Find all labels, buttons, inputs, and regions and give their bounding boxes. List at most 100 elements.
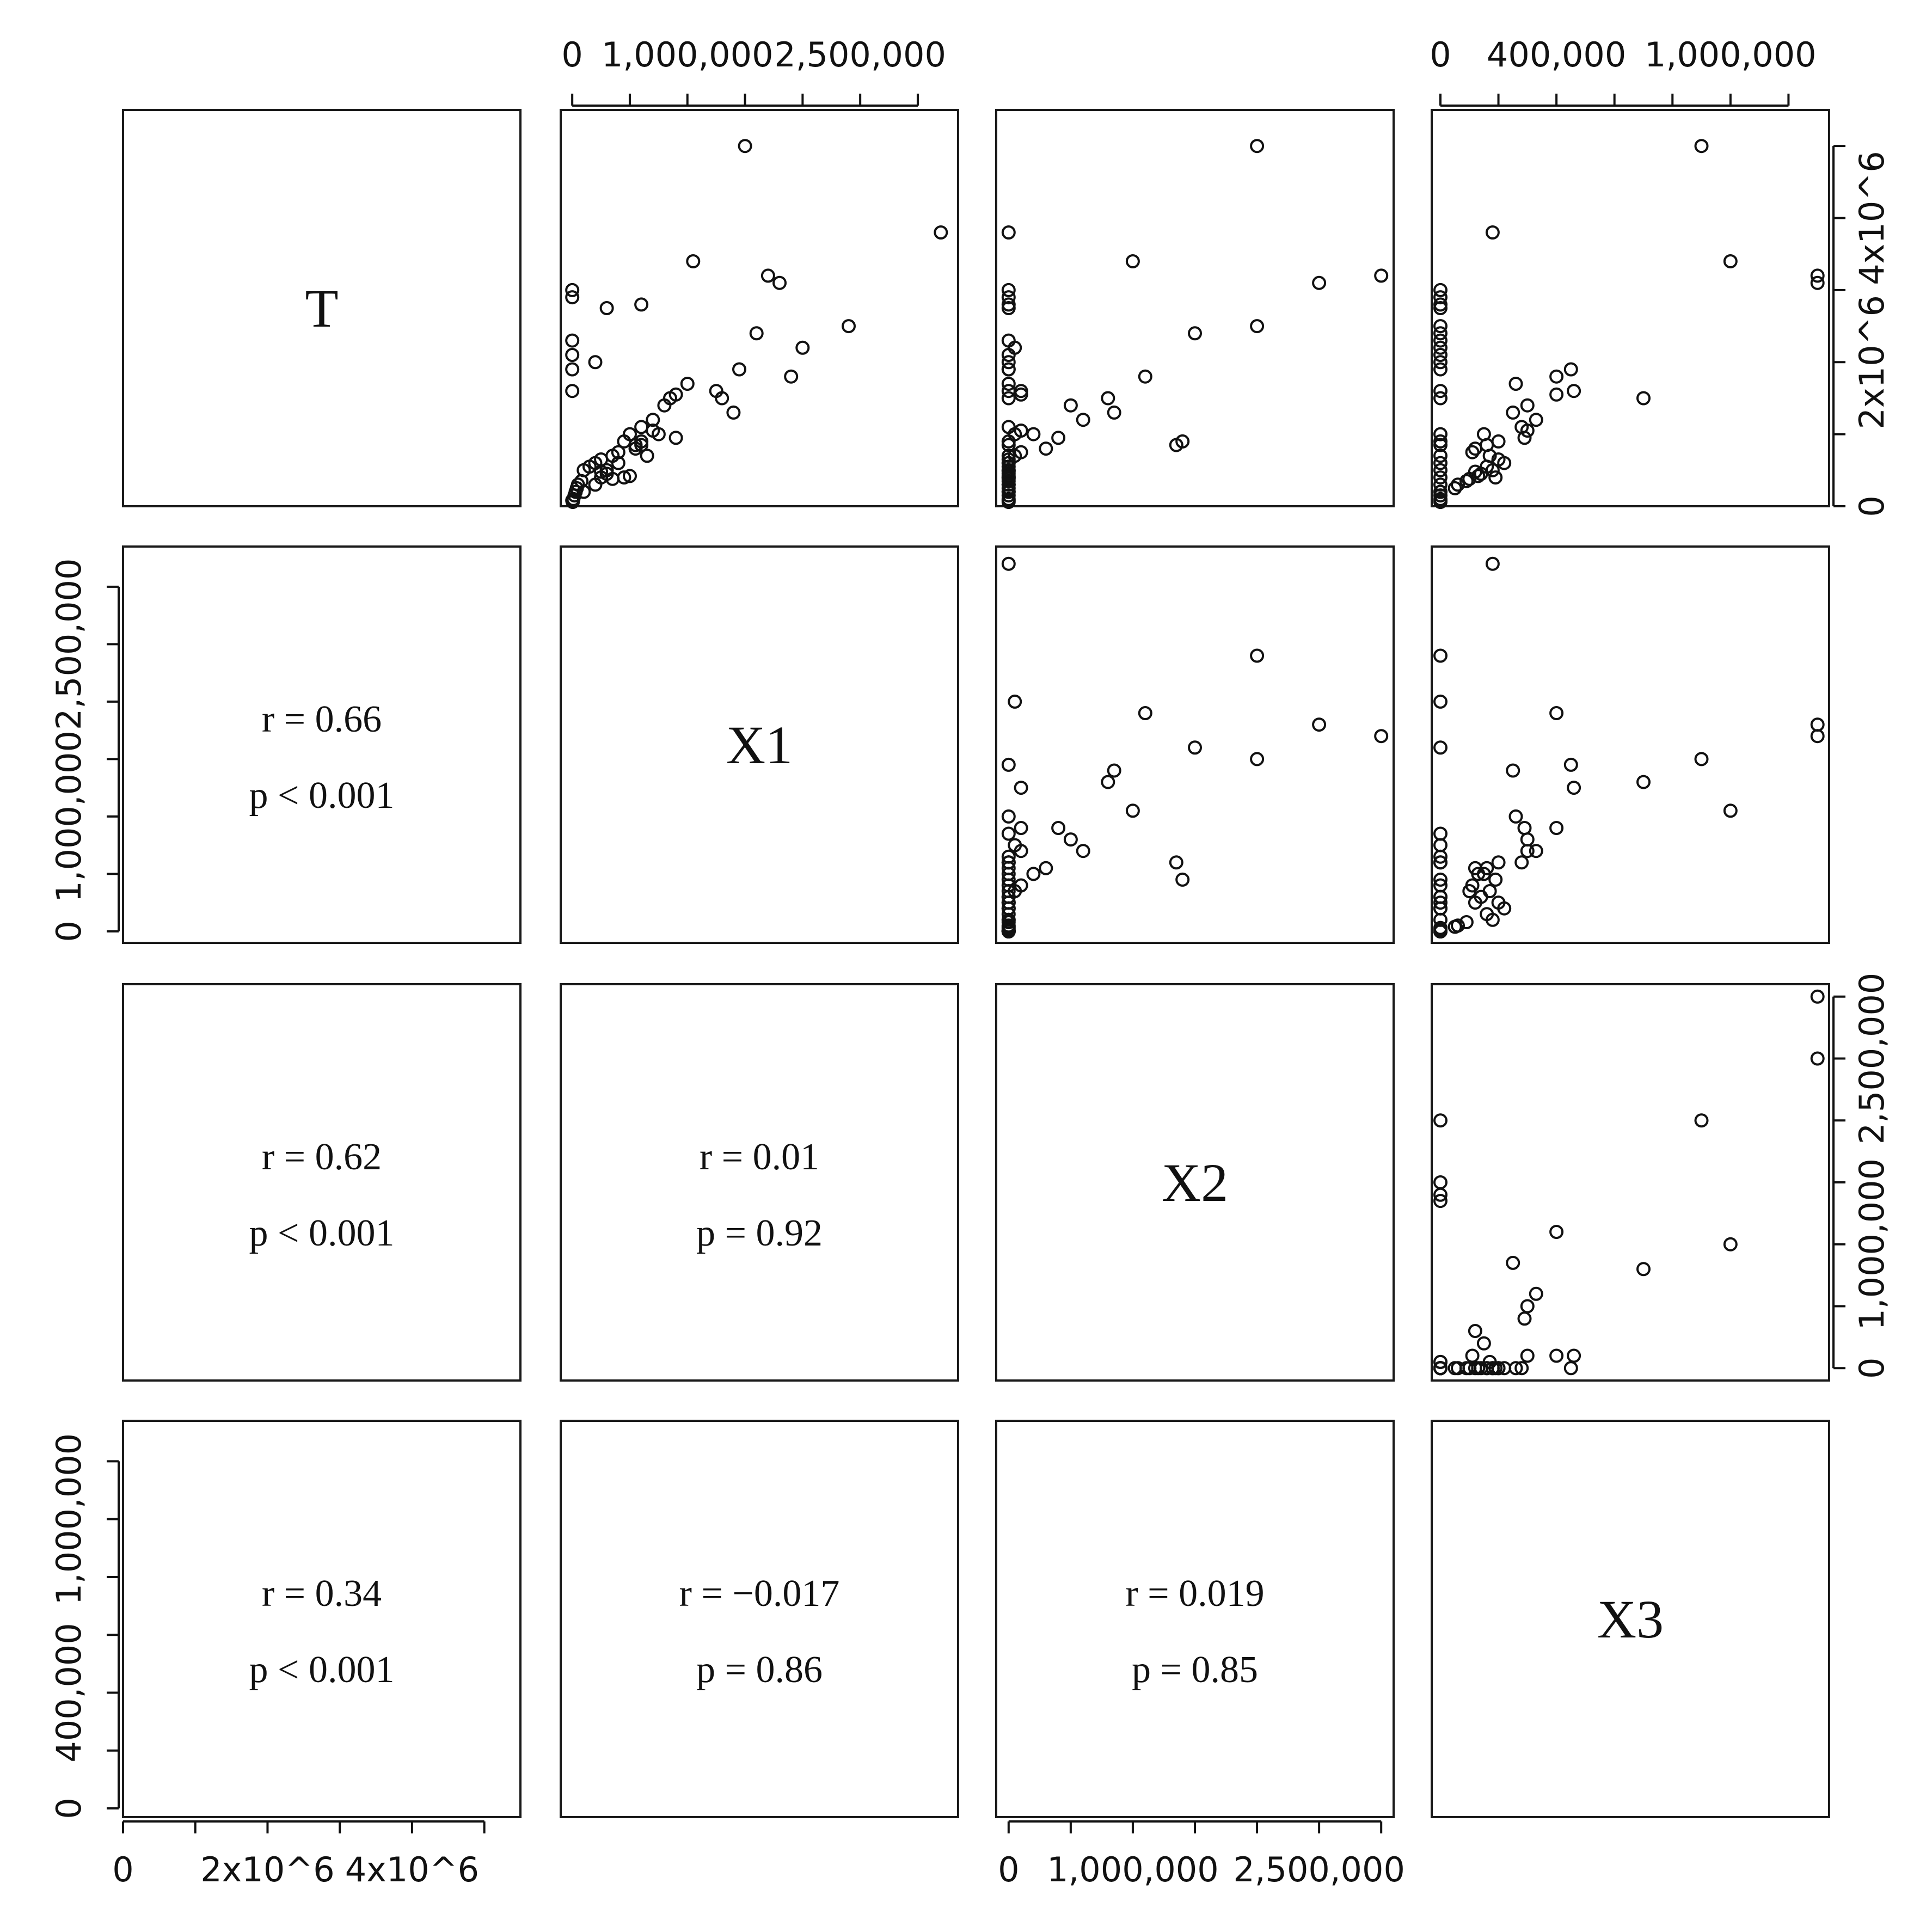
data-point: [1549, 706, 1564, 720]
data-point: [576, 484, 591, 499]
panel-x2-x3: [1431, 983, 1830, 1382]
data-point: [1433, 340, 1448, 355]
panel-t-x3: [1431, 109, 1830, 510]
panel-x3-x3: X3: [1431, 1420, 1830, 1818]
data-point: [1433, 1354, 1448, 1369]
panel-frame: [122, 1420, 522, 1818]
panel-frame: [122, 545, 522, 944]
data-point: [1433, 427, 1448, 441]
tick-label: 2,500,000: [1852, 973, 1892, 1145]
data-point: [1549, 1225, 1564, 1239]
data-point: [1433, 484, 1448, 499]
tick-label: 1,000,000: [1047, 1850, 1219, 1889]
data-point: [1810, 989, 1825, 1004]
panel-x3-x2: [995, 1420, 1395, 1818]
data-point: [1001, 456, 1016, 470]
data-point: [1125, 254, 1140, 268]
data-point: [1107, 763, 1121, 778]
data-point: [1459, 474, 1474, 488]
data-point: [1433, 470, 1448, 485]
data-point: [1520, 424, 1535, 438]
data-point: [842, 319, 856, 334]
data-point: [1485, 225, 1500, 240]
data-point: [1549, 387, 1564, 402]
panel-x3-t: [122, 1420, 522, 1818]
x-axis-x3: 0 400,000 1,000,000: [1430, 35, 1817, 107]
data-point: [1549, 821, 1564, 835]
data-point: [1433, 456, 1448, 470]
data-point: [1076, 844, 1090, 858]
data-point: [772, 275, 787, 290]
data-point: [1051, 821, 1066, 835]
data-point: [1462, 471, 1477, 486]
tick-label: 400,000: [49, 1623, 89, 1762]
data-point: [1063, 398, 1078, 413]
panel-frame: [1431, 983, 1830, 1382]
correlation-r: r = 0.34: [262, 1573, 382, 1615]
data-point: [784, 369, 799, 384]
data-point: [1491, 855, 1506, 870]
data-point: [1810, 275, 1825, 290]
data-point: [1433, 301, 1448, 315]
data-point: [1723, 254, 1738, 268]
data-point: [1433, 648, 1448, 663]
data-point: [1433, 872, 1448, 887]
data-point: [1485, 556, 1500, 571]
data-point: [1549, 369, 1564, 384]
data-point: [1374, 729, 1389, 744]
data-point: [1465, 445, 1480, 459]
data-point: [1517, 431, 1532, 445]
panel-frame: [560, 1420, 959, 1818]
data-point: [1508, 809, 1523, 824]
panel-frame: [995, 1420, 1395, 1818]
data-point: [795, 340, 810, 355]
tick-label: 0: [998, 1850, 1019, 1889]
data-point: [599, 301, 614, 315]
tick-label: 2x10^6: [1852, 295, 1892, 429]
data-point: [1514, 855, 1529, 870]
data-point: [1433, 384, 1448, 398]
data-point: [634, 438, 649, 452]
data-point: [1014, 781, 1028, 795]
tick-label: 0: [561, 35, 582, 75]
correlation-r: r = 0.66: [262, 698, 382, 740]
data-point: [1549, 1348, 1564, 1363]
data-point: [1188, 326, 1202, 341]
data-point: [715, 391, 729, 406]
data-point: [640, 449, 654, 463]
data-point: [1039, 441, 1053, 456]
tick-label: 0: [1430, 35, 1451, 75]
data-point: [1250, 319, 1265, 334]
data-point: [1433, 290, 1448, 305]
panel-frame: [995, 983, 1395, 1382]
data-point: [1471, 867, 1486, 881]
data-point: [1636, 775, 1651, 789]
data-point: [1508, 377, 1523, 391]
data-point: [1001, 924, 1016, 938]
data-point: [651, 427, 666, 441]
data-point: [1001, 283, 1016, 297]
data-point: [1433, 355, 1448, 370]
variable-name-x3: X3: [1597, 1589, 1664, 1649]
data-point: [1506, 763, 1520, 778]
data-point: [1497, 456, 1512, 470]
data-point: [1008, 694, 1022, 709]
tick-label: 1,000,000: [1852, 1158, 1892, 1330]
data-point: [1451, 477, 1465, 492]
panel-x3-x1: [560, 1420, 959, 1818]
correlation-r: r = 0.62: [262, 1136, 382, 1178]
data-point: [1517, 821, 1532, 835]
data-point: [1039, 861, 1053, 875]
data-point: [1433, 694, 1448, 709]
data-point: [1001, 895, 1016, 910]
data-point: [738, 139, 752, 154]
data-point: [1433, 449, 1448, 463]
y-axis-t: 0 2x10^6 4x10^6: [1832, 145, 1892, 517]
data-point: [623, 469, 637, 483]
data-point: [1433, 1113, 1448, 1128]
data-point: [1476, 1336, 1491, 1351]
data-point: [1636, 391, 1651, 406]
panel-x2-x2: X2: [995, 983, 1395, 1382]
data-point: [1694, 752, 1709, 766]
data-point: [1001, 849, 1016, 864]
